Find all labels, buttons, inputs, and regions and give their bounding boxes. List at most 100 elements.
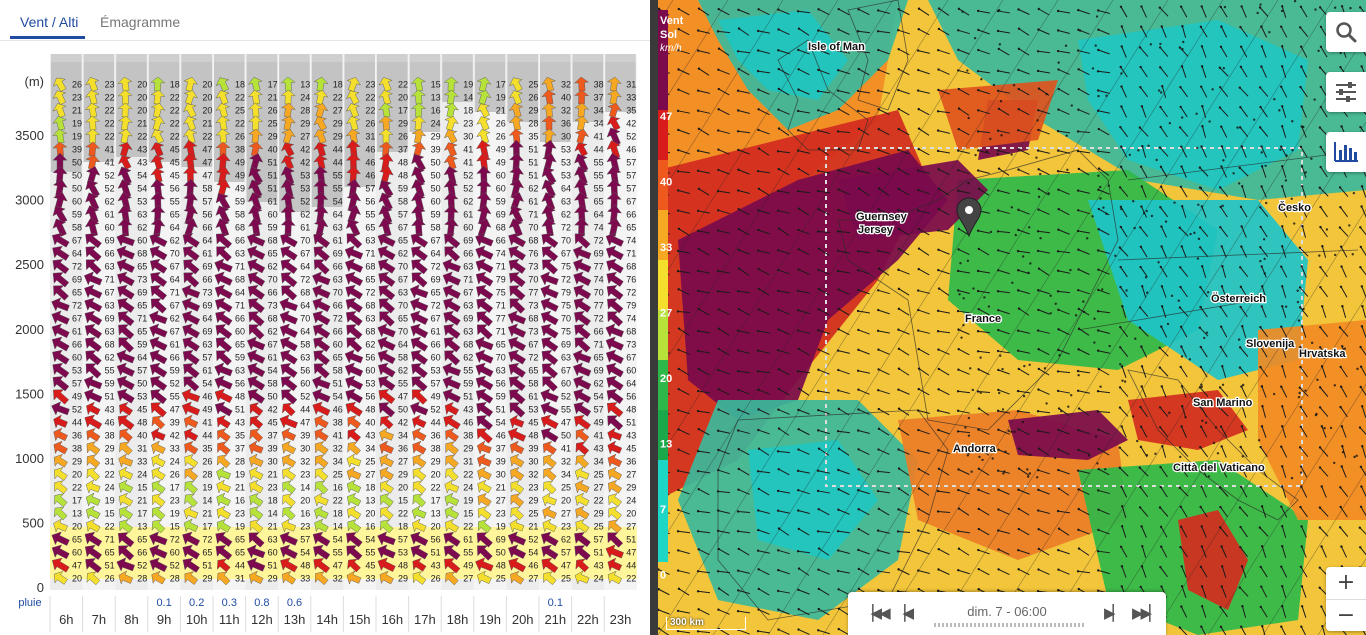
hour-label[interactable]: 17h (414, 612, 436, 627)
wind-vector-head (1220, 585, 1223, 588)
wind-vector-head (1159, 185, 1163, 188)
panel-divider[interactable] (650, 0, 658, 635)
wind-speed-label: 60 (268, 548, 278, 558)
station-dot (1179, 455, 1182, 459)
wind-speed-label: 51 (528, 171, 538, 181)
wind-speed-label: 47 (202, 171, 212, 181)
wind-arrow (52, 272, 70, 288)
hour-label[interactable]: 19h (479, 612, 501, 627)
hour-label[interactable]: 18h (447, 612, 469, 627)
wind-vector-head (1280, 445, 1283, 448)
hour-label[interactable]: 11h (219, 612, 240, 627)
wind-vector (978, 368, 990, 376)
hour-label[interactable]: 22h (577, 612, 599, 627)
wind-arrow (509, 414, 525, 429)
hour-label[interactable]: 6h (59, 612, 73, 627)
wind-vector (718, 149, 730, 155)
wind-vector-head (1301, 225, 1304, 228)
wind-speed-label: 61 (72, 327, 82, 337)
wind-vector (777, 450, 791, 454)
hour-label[interactable]: 15h (349, 612, 371, 627)
wind-vector-head (877, 167, 881, 170)
hour-label[interactable]: 10h (186, 612, 208, 627)
wind-vector (698, 248, 710, 256)
hour-label[interactable]: 16h (381, 612, 403, 627)
wind-speed-label: 50 (137, 379, 147, 389)
wind-speed-label: 56 (431, 535, 441, 545)
wind-map[interactable]: Vent Sol km/h 47 40 33 27 20 13 7 0 Isle of Man Guer… (658, 0, 1366, 635)
chart-view-button[interactable] (1326, 132, 1366, 172)
wind-vector (1280, 506, 1288, 518)
hour-label[interactable]: 8h (124, 612, 138, 627)
hour-label[interactable]: 14h (316, 612, 338, 627)
wind-vector (1038, 489, 1050, 495)
tab-vent-alti[interactable]: Vent / Alti (20, 14, 79, 30)
search-button[interactable] (1326, 12, 1366, 52)
hour-label[interactable]: 21h (544, 612, 566, 627)
wind-vector (817, 530, 831, 534)
hour-label[interactable]: 12h (251, 612, 273, 627)
wind-arrow (249, 506, 264, 520)
skip-first-icon[interactable]: ▕◀◀ (862, 604, 891, 622)
wind-vector-head (1199, 305, 1202, 309)
wind-vector-head (817, 48, 820, 51)
wind-vector (677, 270, 691, 274)
wind-vector (798, 150, 810, 154)
layers-settings-button[interactable] (1326, 72, 1366, 112)
zoom-in-button[interactable]: + (1326, 567, 1366, 600)
time-slider[interactable] (934, 623, 1084, 627)
wind-speed-label: 59 (463, 379, 473, 389)
skip-last-icon[interactable]: ▶▶▏ (1132, 604, 1161, 622)
wind-arrow (85, 350, 102, 366)
wind-vector-head (676, 530, 680, 533)
wind-arrow (606, 127, 621, 146)
station-dot (1222, 159, 1225, 162)
wind-speed-label: 55 (594, 171, 604, 181)
wind-vector-head (1096, 410, 1100, 413)
hour-label[interactable]: 20h (512, 612, 534, 627)
wind-vector (1200, 366, 1208, 378)
tab-emagramme[interactable]: Émagramme (100, 14, 181, 30)
wind-arrow (150, 285, 167, 301)
wind-vector (1140, 66, 1148, 78)
wind-arrow (379, 466, 394, 481)
wind-arrow (151, 415, 166, 430)
step-back-icon[interactable]: ▕◀ (894, 604, 914, 622)
hour-label[interactable]: 7h (92, 612, 106, 627)
wind-vector-head (876, 489, 880, 493)
wind-speed-label: 66 (496, 236, 506, 246)
hour-label[interactable]: 23h (610, 612, 632, 627)
wind-speed-label: 20 (72, 574, 82, 584)
wind-speed-label: 41 (561, 444, 571, 454)
wind-vector-head (957, 87, 960, 91)
wind-vector (778, 9, 790, 15)
step-forward-icon[interactable]: ▶▏ (1104, 604, 1124, 622)
wind-speed-label: 17 (72, 496, 82, 506)
location-pin-icon[interactable] (956, 197, 982, 238)
wind-vector (878, 289, 890, 295)
wind-vector (718, 308, 730, 316)
wind-vector-head (1178, 486, 1181, 489)
wind-vector (1121, 306, 1127, 318)
wind-vector-head (1036, 509, 1040, 512)
hour-label[interactable]: 13h (284, 612, 306, 627)
wind-vector-head (997, 368, 1000, 372)
wind-vector-head (1120, 365, 1124, 368)
wind-vector-head (696, 630, 700, 633)
wind-speed-label: 48 (235, 392, 245, 402)
station-dot (1043, 367, 1047, 370)
wind-arrow (442, 271, 461, 286)
wind-vector-head (1299, 465, 1303, 468)
hour-label[interactable]: 9h (157, 612, 171, 627)
wind-vector-head (1319, 105, 1322, 109)
wind-vector-head (737, 448, 740, 451)
wind-vector-head (917, 467, 920, 471)
zoom-out-button[interactable]: − (1336, 603, 1356, 628)
wind-vector (1018, 190, 1030, 194)
zoom-control: + − (1326, 567, 1366, 631)
wind-arrow (52, 141, 68, 157)
wind-vector (678, 610, 690, 614)
wind-speed-label: 52 (300, 197, 310, 207)
wind-vector-head (1219, 45, 1223, 49)
